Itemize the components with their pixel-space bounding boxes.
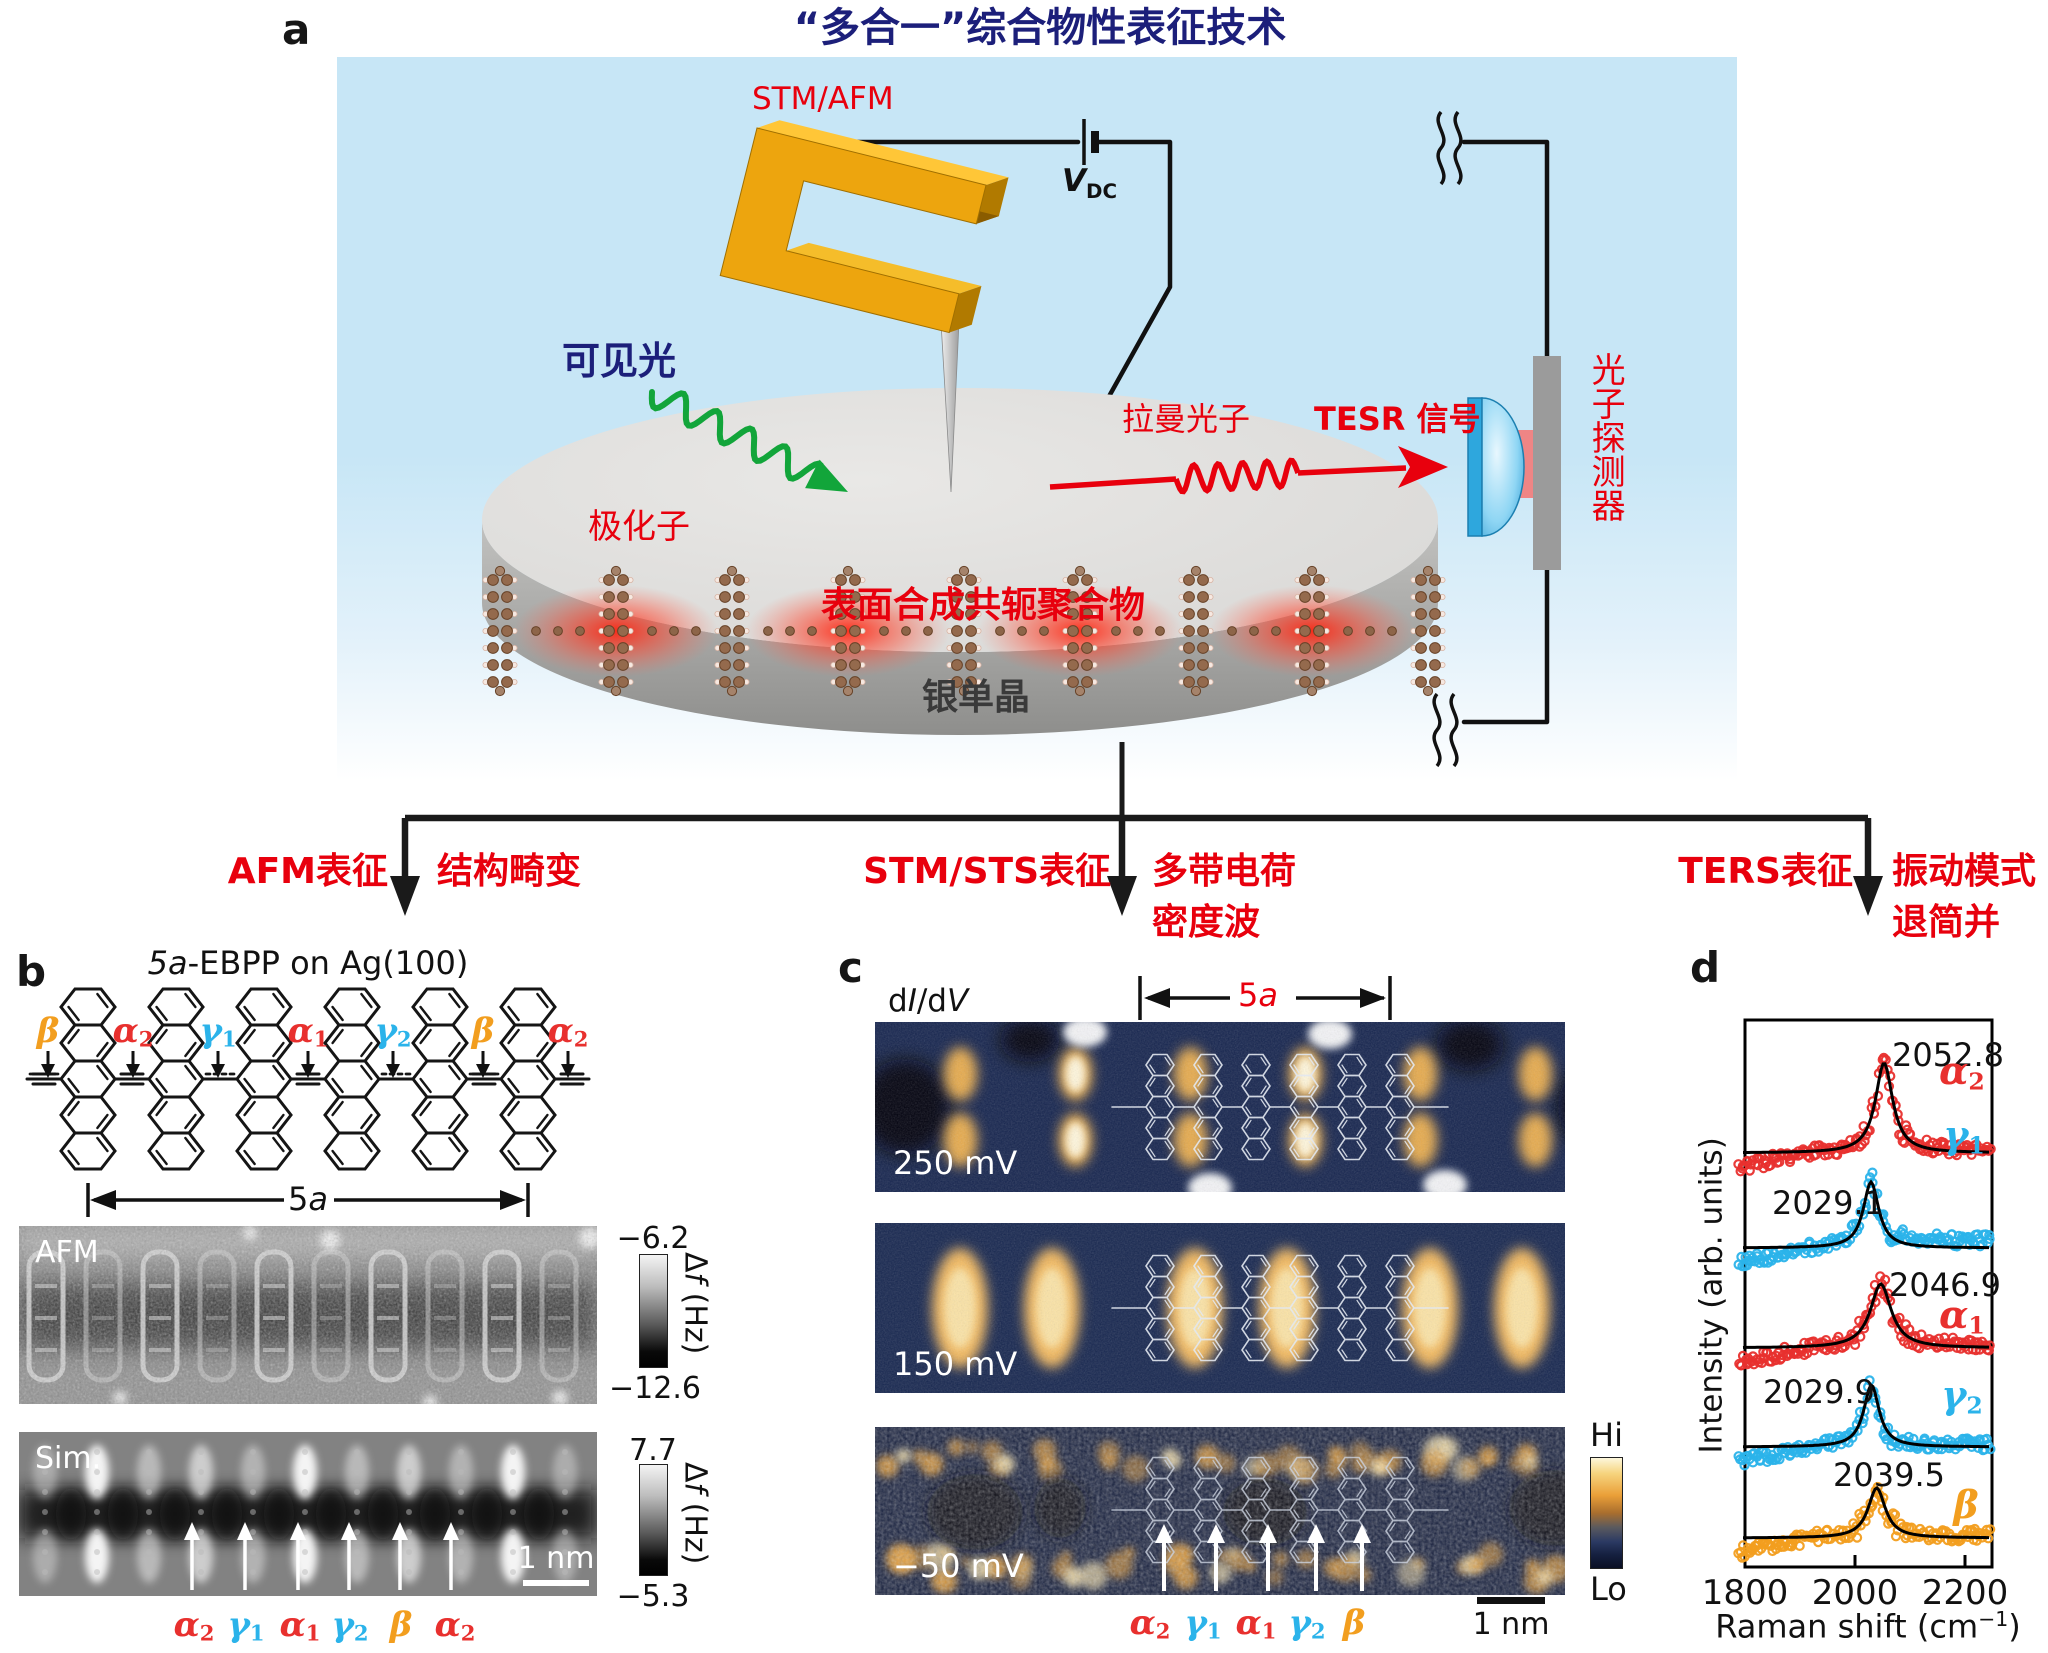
- sim-bond-label-1: γ1: [227, 1605, 265, 1646]
- panel-d-letter: d: [1690, 943, 1721, 992]
- afm-cbar-unit: Δf (Hz): [677, 1252, 713, 1355]
- c-scalebar-text: 1 nm: [1472, 1607, 1550, 1642]
- c-bond-label-1: γ1: [1184, 1603, 1222, 1644]
- d-ylabel: Intensity (arb. units): [1693, 1137, 1730, 1454]
- polymer-chain: [482, 565, 1446, 697]
- series-label-γ1: γ1: [1943, 1112, 1985, 1160]
- d-xtick-1800: 1800: [1701, 1573, 1789, 1613]
- branch-ters-outcome2: 退简并: [1892, 902, 2001, 943]
- didv-label: dI/dV: [888, 983, 969, 1019]
- sim-bond-label-4: β: [389, 1605, 413, 1645]
- panel-d-chart: [1733, 1018, 1996, 1569]
- bond-label-0: β: [36, 1011, 60, 1051]
- peak-value-β: 2039.5: [1833, 1456, 1945, 1494]
- sim-colorbar: [639, 1464, 668, 1576]
- branch-afm-outcome: 结构畸变: [437, 851, 582, 892]
- sim-image-label: Sim.: [35, 1441, 102, 1476]
- raman-photons-label: 拉曼光子: [1122, 400, 1251, 438]
- branch-sts-technique: STM/STS表征: [863, 851, 1111, 892]
- panel-c-graphics: [875, 976, 1565, 1604]
- series-label-γ2: γ2: [1941, 1372, 1983, 1420]
- bond-label-2: γ1: [199, 1011, 237, 1052]
- series-label-α1: α1: [1939, 1292, 1985, 1340]
- peak-value-γ1: 2029.1: [1772, 1184, 1884, 1222]
- branch-afm-technique: AFM表征: [227, 851, 388, 892]
- didv-map: [875, 1022, 1565, 1192]
- panel-b-title: 5a-EBPP on Ag(100): [147, 944, 469, 982]
- span-5a-label-c: 5a: [1238, 976, 1278, 1014]
- polymer-label: 表面合成共轭聚合物: [820, 585, 1146, 626]
- afm-cbar-max: −6.2: [616, 1221, 690, 1256]
- panel-a-letter: a: [282, 5, 311, 54]
- panel-b-graphics: [19, 987, 597, 1596]
- c-bond-label-3: γ2: [1288, 1603, 1326, 1644]
- afm-image: [19, 1226, 597, 1404]
- map-bias-250: 250 mV: [893, 1144, 1018, 1182]
- panel-a-graphics: [337, 57, 1883, 916]
- peak-value-α1: 2046.9: [1889, 1266, 2001, 1304]
- stm-afm-label: STM/AFM: [752, 81, 894, 117]
- bond-label-6: α2: [547, 1011, 589, 1052]
- didv-map: [875, 1223, 1565, 1393]
- sim-bond-label-0: α2: [173, 1605, 215, 1646]
- colorbar-hi-label: Hi: [1590, 1416, 1623, 1454]
- branch-sts-outcome1: 多带电荷: [1152, 851, 1297, 892]
- c-bond-label-2: α1: [1235, 1603, 1277, 1644]
- panel-b-letter: b: [16, 947, 47, 996]
- qplus-fork: [719, 120, 1009, 334]
- afm-colorbar: [639, 1254, 668, 1368]
- series-label-α2: α2: [1939, 1048, 1985, 1096]
- polaron-label: 极化子: [588, 507, 690, 547]
- sim-cbar-max: 7.7: [629, 1433, 677, 1468]
- sim-image: [19, 1432, 597, 1596]
- bond-label-4: γ2: [374, 1011, 412, 1052]
- d-xtick-2000: 2000: [1811, 1573, 1899, 1613]
- map-bias-150: 150 mV: [893, 1345, 1018, 1383]
- c-bond-label-4: β: [1342, 1603, 1366, 1643]
- afm-cbar-min: −12.6: [609, 1371, 701, 1406]
- bond-label-1: α2: [112, 1011, 154, 1052]
- sim-bond-label-3: γ2: [331, 1605, 369, 1646]
- bond-label-3: α1: [287, 1011, 329, 1052]
- sim-scalebar-text: 1 nm: [517, 1541, 595, 1576]
- silver-crystal-label: 银单晶: [922, 677, 1031, 718]
- visible-light-label: 可见光: [562, 339, 677, 383]
- colorbar-lo-label: Lo: [1590, 1570, 1627, 1608]
- panel-c-letter: c: [838, 943, 863, 992]
- series-label-β: β: [1953, 1482, 1979, 1527]
- c-bond-label-0: α2: [1129, 1603, 1171, 1644]
- vdc-label: VDC: [1062, 163, 1118, 204]
- didv-map: [875, 1427, 1565, 1595]
- sim-bond-label-5: α2: [434, 1605, 476, 1646]
- afm-image-label: AFM: [35, 1235, 99, 1270]
- didv-colorbar: [1590, 1457, 1623, 1569]
- branch-sts-outcome2: 密度波: [1152, 902, 1261, 943]
- photon-detector-label: 光子探测器: [1585, 352, 1626, 522]
- bond-label-5: β: [471, 1011, 495, 1051]
- tesr-signal-label: TESR 信号: [1314, 400, 1481, 438]
- sim-cbar-unit: Δf (Hz): [677, 1462, 713, 1565]
- map-bias-neg50: −50 mV: [893, 1547, 1024, 1585]
- branch-ters-outcome1: 振动模式: [1892, 851, 2037, 892]
- d-xlabel: Raman shift (cm−1): [1715, 1607, 2021, 1646]
- peak-value-γ2: 2029.9: [1763, 1373, 1875, 1411]
- sim-cbar-min: −5.3: [616, 1579, 690, 1614]
- d-xtick-2200: 2200: [1921, 1573, 2009, 1613]
- peak-value-α2: 2052.8: [1892, 1036, 2004, 1074]
- span-5a-label-b: 5a: [288, 1180, 328, 1218]
- branch-ters-technique: TERS表征: [1678, 851, 1853, 892]
- sim-bond-label-2: α1: [279, 1605, 321, 1646]
- panel-a-title: “多合一”综合物性表征技术: [793, 5, 1287, 51]
